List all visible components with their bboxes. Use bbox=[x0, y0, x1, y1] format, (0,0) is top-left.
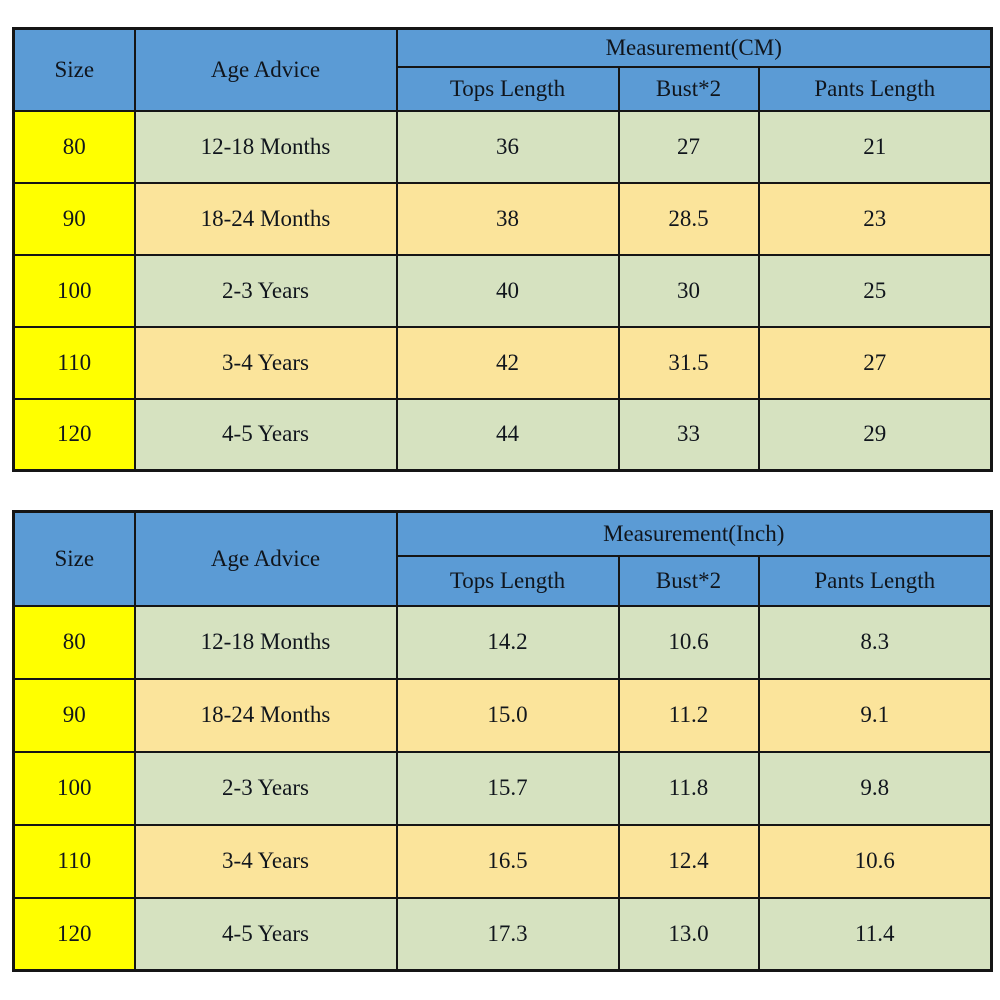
cell-pants-length: 21 bbox=[757, 109, 993, 184]
size-table-inch: Size Age Advice Measurement(Inch) Tops L… bbox=[12, 510, 994, 972]
header-tops-length: Tops Length bbox=[395, 554, 620, 607]
header-age-advice: Age Advice bbox=[133, 510, 398, 607]
cell-tops-length: 42 bbox=[395, 325, 620, 400]
table-row: 110 3-4 Years 16.5 12.4 10.6 bbox=[12, 823, 993, 899]
cell-size: 120 bbox=[12, 397, 136, 472]
table-row: 120 4-5 Years 17.3 13.0 11.4 bbox=[12, 896, 993, 972]
cell-age: 18-24 Months bbox=[133, 181, 398, 256]
header-age-advice: Age Advice bbox=[133, 27, 398, 112]
cell-bust: 11.2 bbox=[617, 677, 760, 753]
size-table-cm: Size Age Advice Measurement(CM) Tops Len… bbox=[12, 27, 993, 472]
cell-pants-length: 9.8 bbox=[757, 750, 993, 826]
cell-size: 80 bbox=[12, 109, 136, 184]
table-row: 100 2-3 Years 15.7 11.8 9.8 bbox=[12, 750, 993, 826]
header-pants-length: Pants Length bbox=[757, 554, 993, 607]
cell-bust: 13.0 bbox=[617, 896, 760, 972]
cell-bust: 33 bbox=[617, 397, 760, 472]
cell-size: 100 bbox=[12, 253, 136, 328]
cell-pants-length: 8.3 bbox=[757, 604, 993, 680]
header-size: Size bbox=[12, 27, 136, 112]
table-row: 120 4-5 Years 44 33 29 bbox=[12, 397, 993, 472]
table-row: 80 12-18 Months 36 27 21 bbox=[12, 109, 993, 184]
header-size: Size bbox=[12, 510, 136, 607]
cell-bust: 30 bbox=[617, 253, 760, 328]
cell-age: 4-5 Years bbox=[133, 397, 398, 472]
cell-age: 18-24 Months bbox=[133, 677, 398, 753]
cell-tops-length: 36 bbox=[395, 109, 620, 184]
cell-tops-length: 17.3 bbox=[395, 896, 620, 972]
table-subheader-row: Tops Length Bust*2 Pants Length bbox=[14, 65, 993, 112]
cell-bust: 11.8 bbox=[617, 750, 760, 826]
cell-pants-length: 29 bbox=[757, 397, 993, 472]
cell-size: 80 bbox=[12, 604, 136, 680]
table-header-row: Size Age Advice Measurement(Inch) bbox=[12, 510, 993, 607]
header-bust: Bust*2 bbox=[617, 554, 760, 607]
cell-tops-length: 15.7 bbox=[395, 750, 620, 826]
cell-bust: 27 bbox=[617, 109, 760, 184]
cell-tops-length: 15.0 bbox=[395, 677, 620, 753]
cell-tops-length: 14.2 bbox=[395, 604, 620, 680]
cell-age: 2-3 Years bbox=[133, 750, 398, 826]
cell-size: 120 bbox=[12, 896, 136, 972]
cell-age: 3-4 Years bbox=[133, 823, 398, 899]
cell-age: 4-5 Years bbox=[133, 896, 398, 972]
cell-size: 100 bbox=[12, 750, 136, 826]
cell-size: 110 bbox=[12, 823, 136, 899]
cell-tops-length: 44 bbox=[395, 397, 620, 472]
cell-pants-length: 9.1 bbox=[757, 677, 993, 753]
cell-pants-length: 23 bbox=[757, 181, 993, 256]
header-bust: Bust*2 bbox=[617, 65, 760, 112]
table-subheader-row: Tops Length Bust*2 Pants Length bbox=[14, 554, 993, 607]
table-row: 110 3-4 Years 42 31.5 27 bbox=[12, 325, 993, 400]
cell-tops-length: 40 bbox=[395, 253, 620, 328]
cell-tops-length: 38 bbox=[395, 181, 620, 256]
table-row: 80 12-18 Months 14.2 10.6 8.3 bbox=[12, 604, 993, 680]
cell-bust: 10.6 bbox=[617, 604, 760, 680]
header-pants-length: Pants Length bbox=[757, 65, 993, 112]
cell-age: 12-18 Months bbox=[133, 604, 398, 680]
cell-age: 12-18 Months bbox=[133, 109, 398, 184]
cell-pants-length: 27 bbox=[757, 325, 993, 400]
cell-tops-length: 16.5 bbox=[395, 823, 620, 899]
cell-pants-length: 25 bbox=[757, 253, 993, 328]
table-row: 100 2-3 Years 40 30 25 bbox=[12, 253, 993, 328]
cell-age: 3-4 Years bbox=[133, 325, 398, 400]
cell-size: 90 bbox=[12, 677, 136, 753]
table-header-row: Size Age Advice Measurement(CM) bbox=[12, 27, 993, 112]
cell-bust: 28.5 bbox=[617, 181, 760, 256]
table-row: 90 18-24 Months 15.0 11.2 9.1 bbox=[12, 677, 993, 753]
cell-size: 110 bbox=[12, 325, 136, 400]
header-measurement-cm: Measurement(CM) bbox=[395, 27, 993, 68]
cell-size: 90 bbox=[12, 181, 136, 256]
cell-age: 2-3 Years bbox=[133, 253, 398, 328]
table-row: 90 18-24 Months 38 28.5 23 bbox=[12, 181, 993, 256]
header-tops-length: Tops Length bbox=[395, 65, 620, 112]
cell-bust: 12.4 bbox=[617, 823, 760, 899]
cell-bust: 31.5 bbox=[617, 325, 760, 400]
cell-pants-length: 11.4 bbox=[757, 896, 993, 972]
cell-pants-length: 10.6 bbox=[757, 823, 993, 899]
header-measurement-inch: Measurement(Inch) bbox=[395, 510, 993, 557]
